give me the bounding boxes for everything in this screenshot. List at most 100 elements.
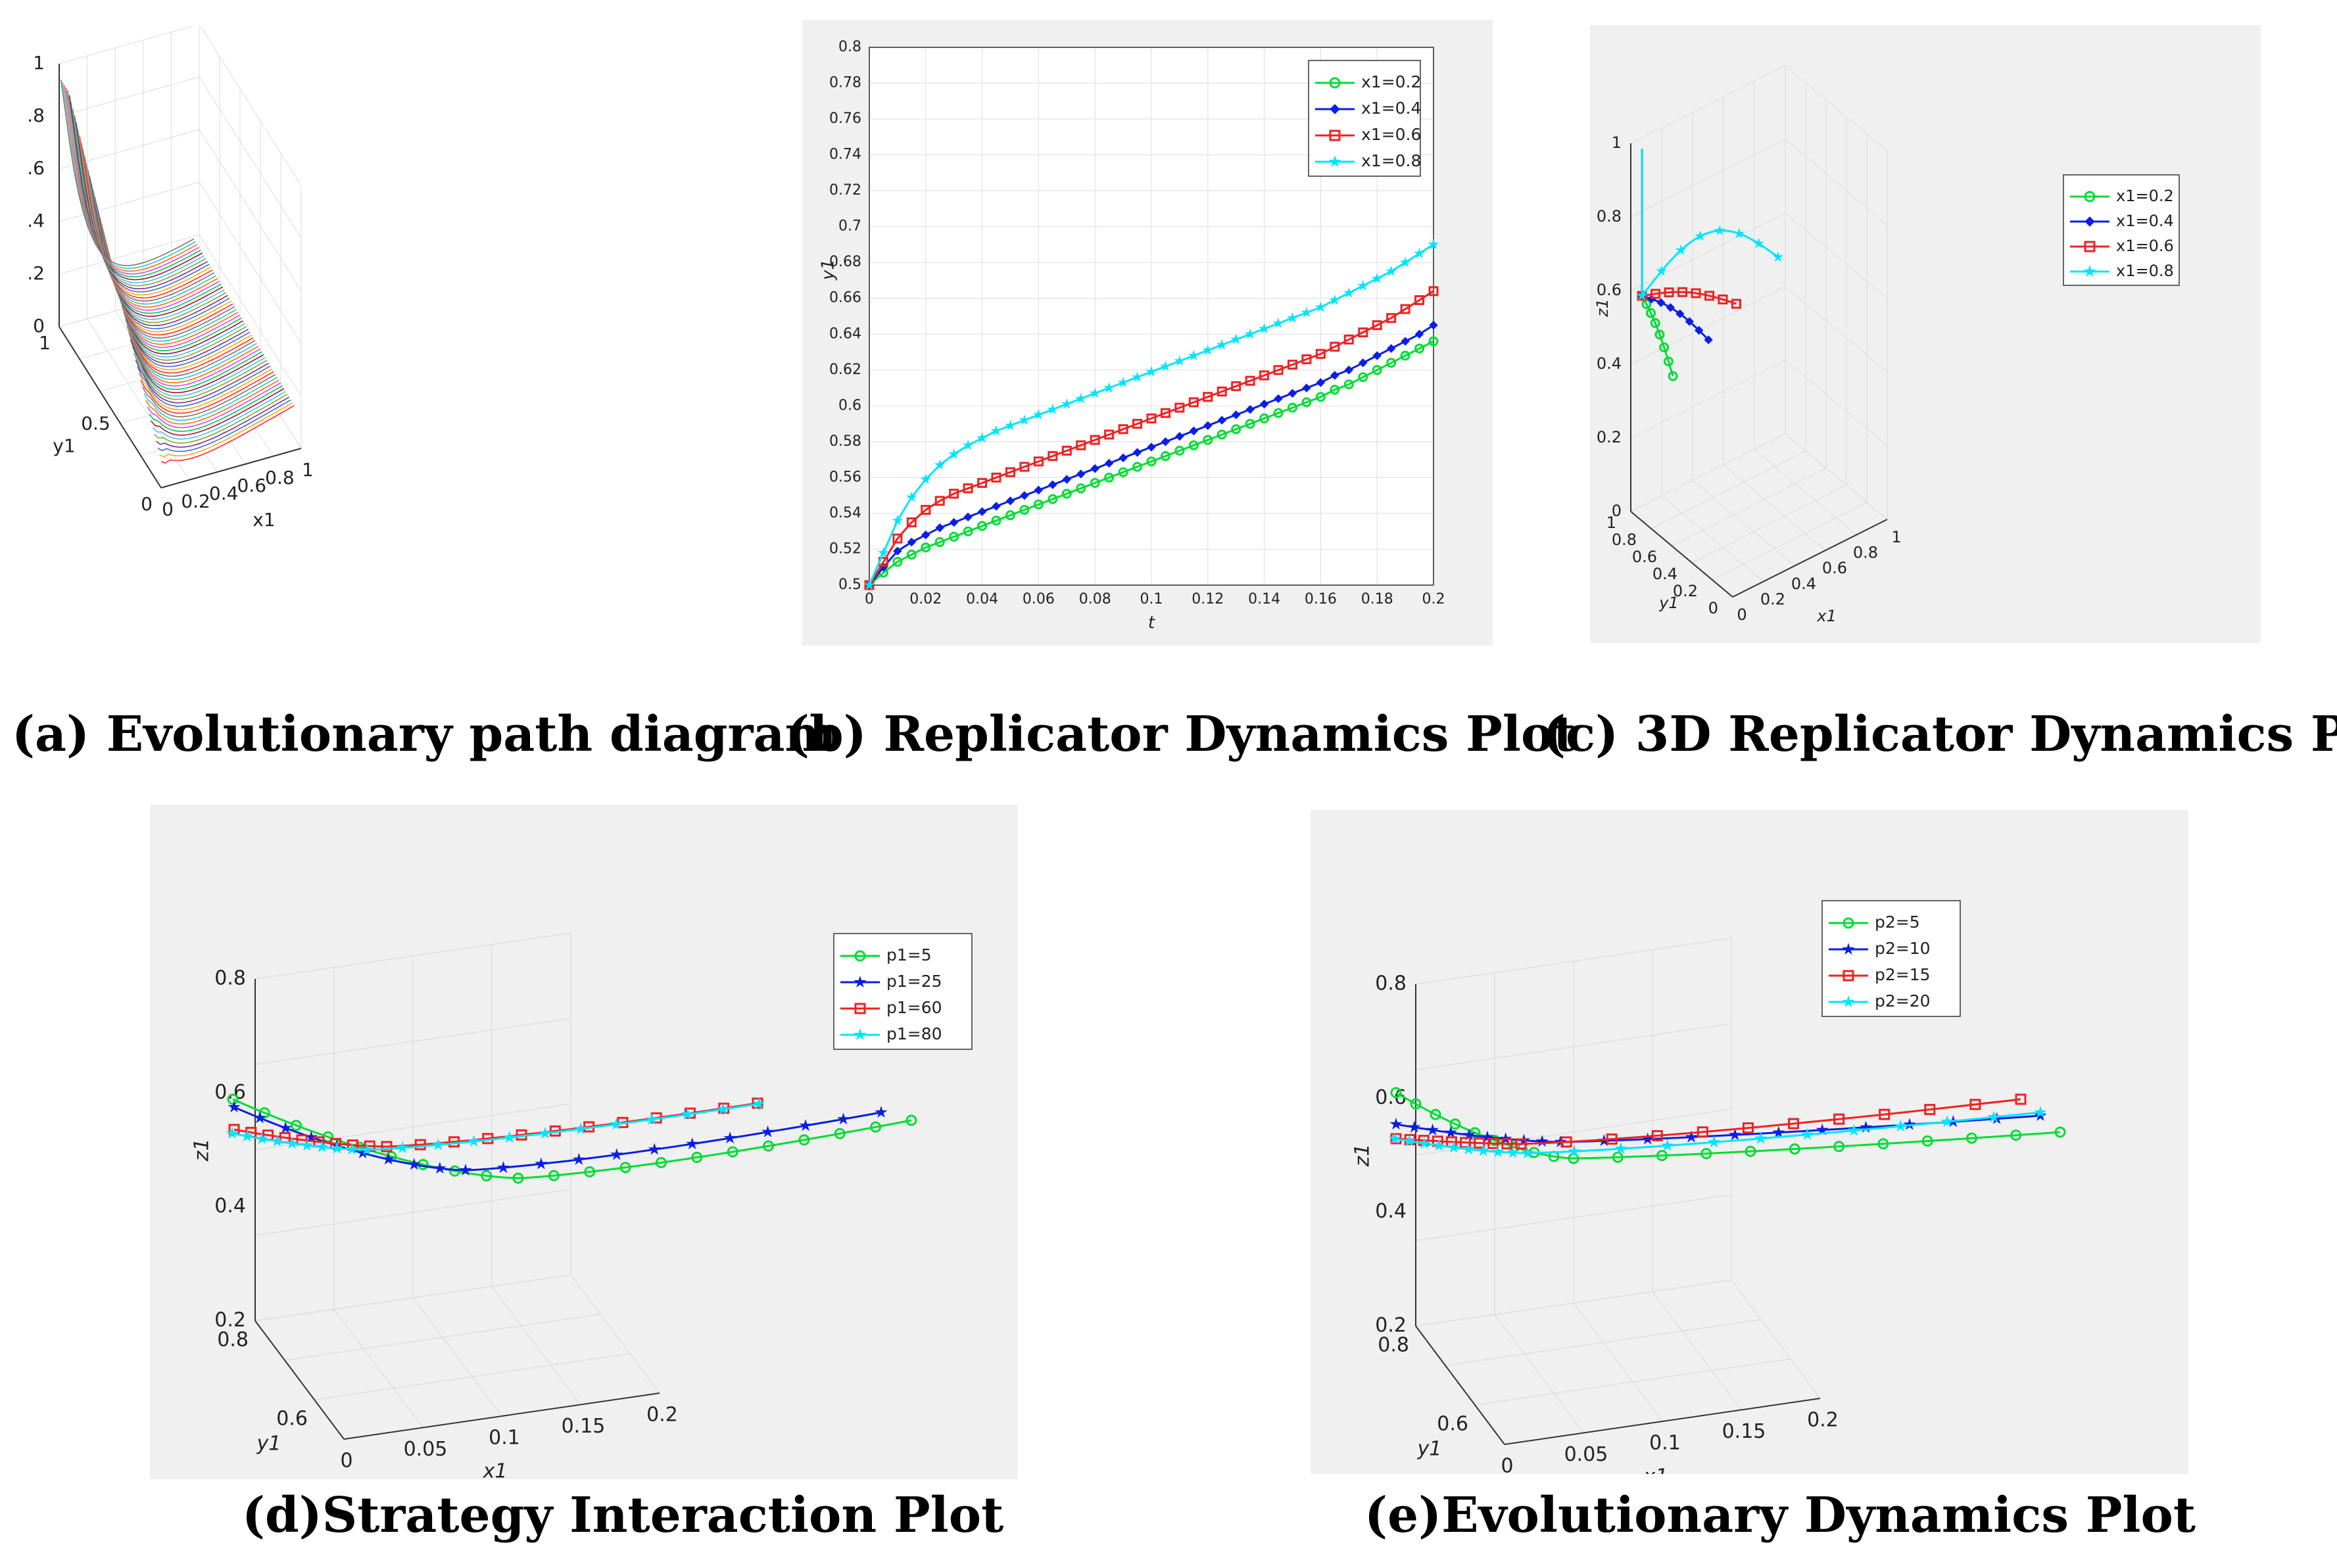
legend-b-marker-2 [1329,130,1341,141]
data-point-x1=0.8-34 [1343,287,1355,298]
caption-e: (e)Evolutionary Dynamics Plot [1364,1487,2196,1544]
chart-b-svg: 0 0.02 0.04 0.06 0.08 0.1 0.12 0.14 0.16 0.18 0.2 0… [819,39,1445,633]
series-line-43 [87,170,222,314]
grid-line [1785,139,1888,226]
data-point-p2=20-39 [1708,1135,1721,1148]
data-point-p1=80-21 [330,1141,343,1154]
data-point-p1=25-39 [610,1148,623,1160]
grid-line [1692,480,1795,567]
data-point-x1=0.4-40 [1704,335,1713,344]
y-tick-label: 0.7 [838,218,861,235]
grid-line [170,295,274,457]
data-point-p1=80-33 [431,1138,445,1151]
data-point-p2=10-33 [1641,1132,1654,1145]
data-point-p2=15-21 [1487,1137,1499,1149]
data-point-x1=0.4-24 [1666,303,1675,312]
z-tick-label: 0.6 [26,157,45,179]
data-point-p2=20-24 [1506,1146,1520,1158]
data-point-p2=5-57 [2010,1129,2022,1141]
data-point-x1=0.6-20 [1146,413,1157,423]
data-point-x1=0.4-19 [1132,448,1142,457]
series-line-x1=0.4 [1641,149,1710,341]
data-point-p2=20-48 [1847,1124,1860,1136]
panel-b: 0 0.02 0.04 0.06 0.08 0.1 0.12 0.14 0.16 0.18 0.2 0… [802,20,1493,646]
data-point-x1=0.2-24 [1203,435,1213,445]
data-point-p2=10-51 [1903,1118,1916,1130]
data-point-x1=0.2-28 [1259,413,1270,423]
y-axis [59,326,162,488]
y-tick-label: 0.72 [829,182,861,199]
grid-line [99,351,241,392]
data-point-x1=0.2-28 [1654,329,1665,340]
data-point-p1=5-33 [584,1166,596,1177]
grid-line [1630,286,1786,365]
data-point-p2=10-9 [1444,1126,1457,1139]
series-line-58 [62,82,196,269]
data-point-x1=0.2-27 [1245,419,1255,429]
chart-d-svg: 0.2 0.4 0.6 0.8 0.8 0.6 0 0.05 0.1 0.15 0.2 x1 y1 z1 p… [191,932,973,1483]
data-point-x1=0.6-18 [1118,424,1128,435]
grid-line [1652,1291,1742,1410]
x-tick-label: 0.2 [1422,591,1445,607]
y-tick-label: 1 [1606,513,1616,532]
x-tick-label: 1 [302,459,314,481]
series-line-18 [130,339,264,394]
data-point-x1=0.6-24 [1677,287,1688,297]
data-point-p1=80-60 [752,1097,765,1110]
series-line-29 [111,264,245,358]
x-tick-label: 0 [340,1450,352,1473]
legend-c-label-3: x1=0.8 [2116,262,2174,280]
data-point-x1=0.8-5 [934,459,946,470]
data-point-p1=80-36 [468,1135,481,1147]
data-point-p2=15-39 [1697,1126,1708,1138]
data-point-x1=0.4-30 [1288,389,1297,398]
legend-svgE-label-2: p2=15 [1875,965,1931,984]
grid-line [1630,65,1786,144]
x-axis-label: x1 [1643,1465,1668,1475]
grid-line [120,383,261,424]
z-tick-label: 0.2 [214,1309,246,1332]
z-axis-label: z1 [191,1139,214,1162]
data-point-x1=0.8-27 [1244,328,1256,339]
data-point-p2=20-60 [2034,1105,2047,1118]
legend-svgE-label-3: p2=20 [1875,991,1931,1010]
grid-line [199,24,302,186]
x-tick-label: 0.6 [237,475,267,496]
data-point-p1=80-18 [316,1140,329,1152]
data-point-x1=0.2-31 [1301,397,1312,408]
data-point-p1=80-57 [717,1103,730,1115]
z-tick-label: 0.4 [1597,354,1622,373]
x-tick-label: 0.02 [909,591,942,607]
grid-line [1494,1314,1584,1433]
data-point-x1=0.4-5 [935,523,944,533]
data-point-x1=0.2-3 [906,550,917,560]
x-tick-label: 0.14 [1248,591,1280,607]
x-tick-label: 0.06 [1023,591,1055,607]
series-line-57 [64,85,198,272]
legend-c-label-0: x1=0.2 [2116,187,2174,205]
y-tick-label: 0.56 [829,469,861,485]
y-tick-label: 0.74 [829,147,861,163]
data-point-p1=25-36 [572,1152,585,1165]
data-point-x1=0.8-16 [1656,265,1668,276]
grid-line [1415,1279,1732,1327]
data-point-p2=20-57 [1987,1110,2000,1123]
y-tick-label: 0.76 [829,110,861,127]
data-point-x1=0.8-39 [1414,247,1425,258]
x-tick-label: 0 [162,498,174,520]
y-axis-label: y1 [256,1433,281,1456]
data-point-p2=20-12 [1447,1141,1460,1153]
data-point-x1=0.2-4 [921,542,931,553]
data-point-x1=0.2-18 [1118,467,1128,477]
legend-c-label-2: x1=0.6 [2116,237,2174,255]
x-axis-label: x1 [1816,607,1836,625]
grid-line [1630,433,1786,512]
data-point-x1=0.8-23 [1188,350,1199,361]
data-point-p2=20-18 [1477,1144,1490,1156]
x-axis [1504,1398,1821,1445]
legend-svgE-marker-3 [1842,995,1855,1008]
data-point-p2=5-36 [1700,1148,1712,1160]
data-point-p2=15-24 [1501,1138,1513,1150]
data-point-p1=25-6 [279,1121,292,1133]
series-line-30 [109,258,244,354]
